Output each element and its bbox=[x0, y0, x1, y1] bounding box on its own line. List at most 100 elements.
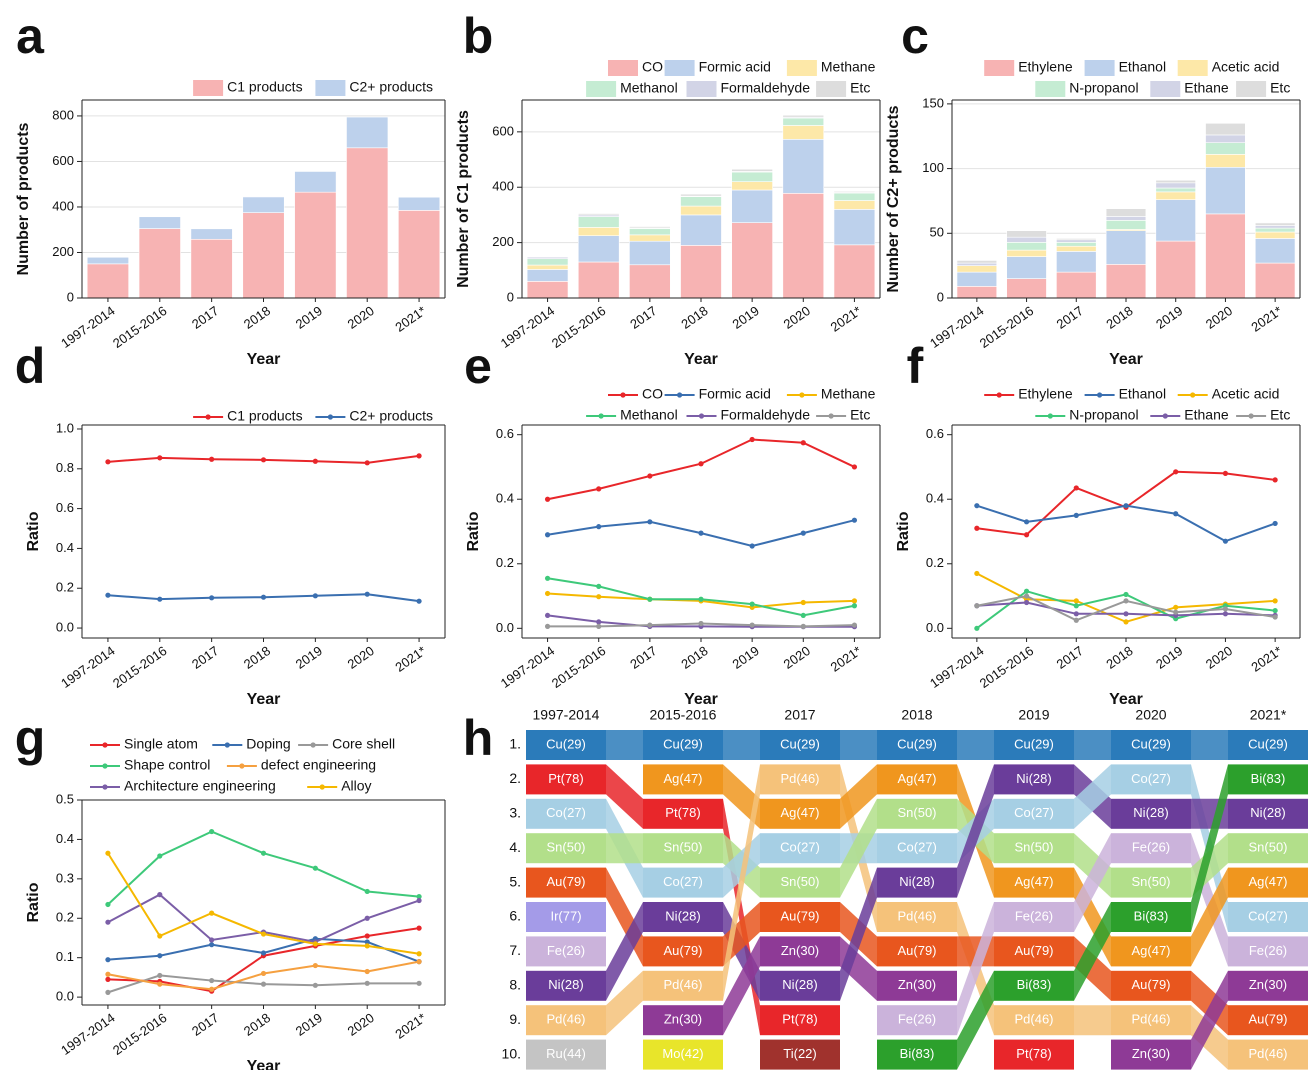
y-tick-label: 0.5 bbox=[56, 791, 74, 806]
rank-cell bbox=[1228, 902, 1308, 932]
x-tick-label: 1997-2014 bbox=[498, 303, 558, 351]
point bbox=[800, 612, 806, 619]
x-tick-label: 2020 bbox=[781, 643, 813, 672]
rank-cell-label: Au(79) bbox=[897, 943, 936, 958]
point bbox=[260, 850, 267, 856]
x-tick-label: 1997-2014 bbox=[58, 303, 118, 351]
legend-label: Methane bbox=[821, 59, 876, 75]
point bbox=[698, 596, 704, 602]
rank-cell-label: Pt(78) bbox=[665, 805, 700, 820]
point bbox=[364, 591, 370, 597]
rank-label: 5. bbox=[509, 873, 521, 889]
rank-cell-label: Ag(47) bbox=[780, 805, 819, 820]
legend-swatch bbox=[193, 80, 224, 96]
legend-swatch bbox=[816, 81, 847, 97]
y-tick-label: 0.0 bbox=[56, 619, 74, 634]
bar-segment bbox=[398, 210, 441, 299]
point bbox=[416, 893, 422, 900]
point bbox=[416, 925, 422, 931]
x-tick-label: 1997-2014 bbox=[58, 1010, 118, 1058]
legend-marker bbox=[996, 392, 1002, 398]
bar-segment bbox=[1006, 249, 1047, 257]
y-axis-label: Number of products bbox=[15, 122, 32, 275]
rank-cell-label: Ag(47) bbox=[1014, 874, 1053, 889]
bar-segment bbox=[346, 116, 389, 149]
point bbox=[1023, 532, 1030, 538]
point bbox=[416, 897, 422, 904]
bar-segment bbox=[782, 114, 825, 118]
bar-segment bbox=[629, 264, 671, 299]
legend-swatch bbox=[786, 60, 817, 76]
rank-cell-label: Ni(28) bbox=[782, 977, 817, 992]
rank-band bbox=[723, 833, 760, 898]
x-tick-label: 1997-2014 bbox=[58, 643, 118, 691]
legend-marker bbox=[698, 413, 705, 419]
rank-cell bbox=[760, 798, 840, 829]
rank-label: 7. bbox=[509, 942, 521, 958]
point bbox=[209, 910, 215, 916]
rank-cell-label: Au(79) bbox=[1014, 943, 1053, 958]
rank-band bbox=[1074, 902, 1111, 1001]
bar-segment bbox=[782, 117, 825, 126]
point bbox=[1073, 598, 1079, 604]
line bbox=[107, 830, 420, 906]
x-axis-label: Year bbox=[247, 351, 281, 368]
legend-label: Shape control bbox=[124, 757, 210, 773]
rank-cell bbox=[526, 764, 606, 795]
column-header: 1997-2014 bbox=[533, 707, 600, 723]
legend-label: Single atom bbox=[124, 736, 198, 752]
x-tick-label: 2015-2016 bbox=[977, 303, 1037, 351]
rank-cell-label: Cu(29) bbox=[1014, 736, 1054, 751]
y-tick-label: 1.0 bbox=[56, 420, 74, 435]
point bbox=[544, 612, 551, 619]
legend-marker bbox=[1097, 392, 1103, 398]
panel-letter: h bbox=[463, 710, 494, 766]
x-tick-label: 2020 bbox=[781, 303, 813, 332]
rank-cell bbox=[526, 1039, 606, 1070]
legend-label: Methane bbox=[821, 386, 876, 402]
rank-band bbox=[840, 764, 877, 829]
x-tick-label: 2018 bbox=[1103, 643, 1135, 672]
rank-cell bbox=[643, 902, 723, 932]
rank-cell bbox=[760, 970, 840, 1001]
rank-cell-label: Co(27) bbox=[546, 805, 586, 820]
panel-letter: c bbox=[901, 8, 929, 64]
bar-segment bbox=[1155, 199, 1196, 242]
point bbox=[698, 461, 704, 467]
rank-cell-label: Ag(47) bbox=[1131, 943, 1170, 958]
legend-swatch bbox=[984, 60, 1015, 76]
rank-cell bbox=[526, 833, 606, 864]
bar-segment bbox=[956, 262, 998, 266]
y-tick-label: 200 bbox=[52, 244, 74, 259]
bar-segment bbox=[629, 226, 671, 229]
x-tick-label: 2019 bbox=[293, 1010, 325, 1039]
x-axis-label: Year bbox=[247, 1058, 281, 1070]
point bbox=[974, 625, 980, 631]
point bbox=[749, 601, 755, 607]
x-tick-label: 2017 bbox=[627, 303, 659, 332]
point bbox=[1023, 588, 1030, 594]
point bbox=[851, 603, 858, 609]
rank-cell-label: Cu(29) bbox=[663, 736, 703, 751]
bar-segment bbox=[1105, 220, 1147, 230]
rank-cell-label: Sn(50) bbox=[663, 840, 702, 855]
x-tick-label: 2015-2016 bbox=[110, 303, 170, 351]
point bbox=[157, 853, 163, 859]
rank-cell bbox=[994, 798, 1074, 829]
bar-segment bbox=[138, 228, 181, 299]
rank-cell-label: Ag(47) bbox=[1248, 874, 1287, 889]
bar-segment bbox=[1254, 262, 1296, 299]
bar-segment bbox=[731, 181, 773, 191]
y-tick-label: 0 bbox=[937, 289, 944, 304]
rank-cell-label: Au(79) bbox=[546, 874, 585, 889]
rank-band bbox=[957, 902, 994, 1036]
bar-segment bbox=[1155, 182, 1196, 189]
legend-label: Etc bbox=[1270, 407, 1290, 423]
point bbox=[364, 460, 370, 466]
legend-label: Formaldehyde bbox=[721, 407, 811, 423]
rank-cell-label: Pd(46) bbox=[1131, 1012, 1170, 1027]
legend-marker bbox=[327, 414, 333, 420]
rank-cell bbox=[643, 1005, 723, 1036]
rank-band bbox=[1191, 730, 1228, 760]
rank-cell bbox=[526, 730, 606, 760]
